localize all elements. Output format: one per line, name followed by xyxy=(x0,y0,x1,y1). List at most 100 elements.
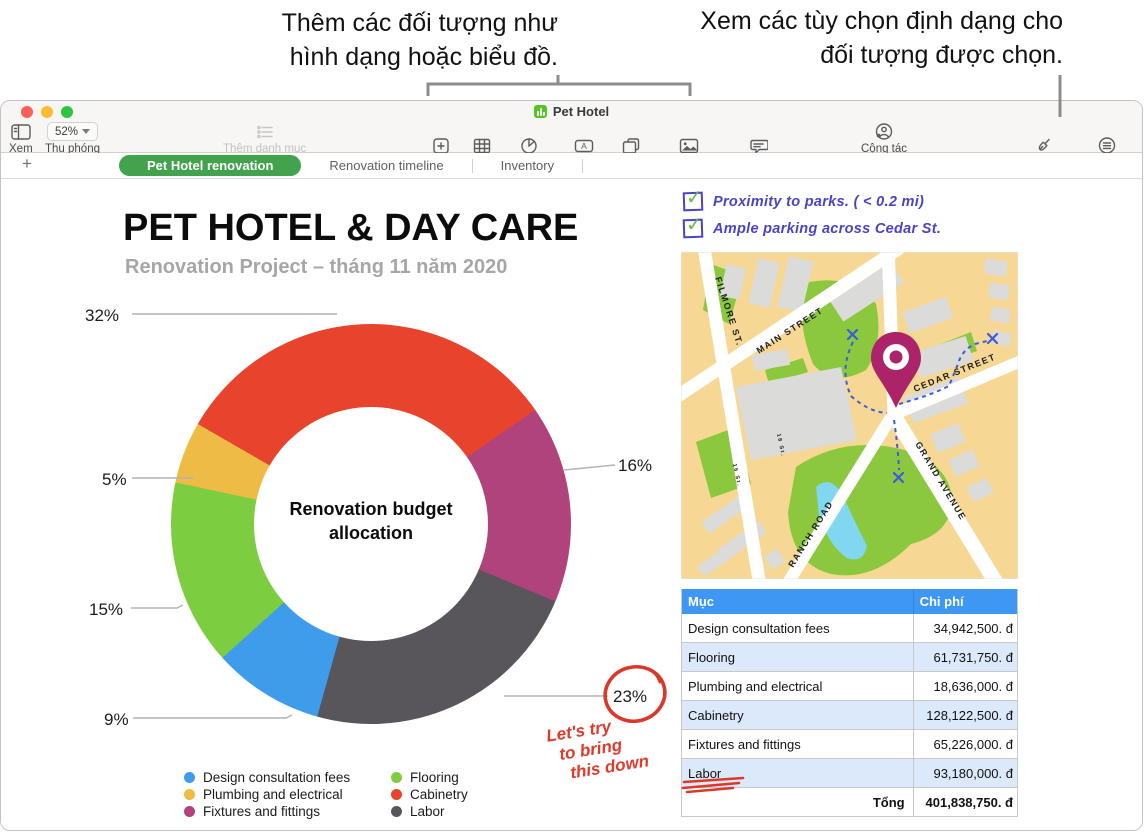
legend-label: Fixtures and fittings xyxy=(203,804,321,819)
organize-icon xyxy=(1097,133,1117,155)
table-cell-cost[interactable]: 34,942,500. đ xyxy=(933,620,1013,636)
table-row: Design consultation fees 34,942,500. đ xyxy=(682,614,1017,643)
legend-item: Fixtures and fittings xyxy=(184,803,350,820)
tab-pet-hotel-renovation[interactable]: Pet Hotel renovation xyxy=(119,155,302,176)
table-header-row: Mục Chi phí xyxy=(682,589,1017,614)
table-cell-item[interactable]: Labor xyxy=(682,759,914,787)
legend-item: Plumbing and electrical xyxy=(184,786,350,803)
legend-item: Design consultation fees xyxy=(184,769,350,786)
table-row: Cabinetry 128,122,500. đ xyxy=(682,701,1017,730)
sheet-subtitle[interactable]: Renovation Project – tháng 11 năm 2020 xyxy=(125,256,508,278)
zoom-control[interactable]: 52% Thu phóng xyxy=(45,119,100,155)
titlebar[interactable]: Pet Hotel xyxy=(1,101,1142,119)
numbers-app-icon xyxy=(533,105,547,118)
callout-format-options: Xem các tùy chọn định dạng cho đối tượng… xyxy=(600,4,1063,72)
map-pin-icon xyxy=(871,332,921,408)
sidebar-icon xyxy=(10,119,32,141)
legend-label: Flooring xyxy=(410,770,459,785)
sheet-title[interactable]: PET HOTEL & DAY CARE xyxy=(123,207,579,249)
list-icon xyxy=(255,119,275,141)
chevron-down-icon xyxy=(82,129,91,134)
comment-bubble-icon xyxy=(748,133,769,155)
legend-item: Cabinetry xyxy=(391,786,468,803)
legend-dot-icon xyxy=(391,789,402,800)
table-cell-cost[interactable]: 61,731,750. đ xyxy=(933,649,1013,665)
table-cell-cost[interactable]: 401,838,750. đ xyxy=(925,794,1013,810)
table-cell-item[interactable]: Cabinetry xyxy=(682,701,914,729)
table-row: Fixtures and fittings 65,226,000. đ xyxy=(682,730,1017,759)
legend-label: Cabinetry xyxy=(410,787,468,802)
street-label: 16 St. xyxy=(731,463,742,487)
pie-chart-icon xyxy=(519,133,539,155)
street-label: 18 St. xyxy=(775,433,786,457)
table-cell-item[interactable]: Tổng xyxy=(682,788,914,816)
cost-table[interactable]: Mục Chi phí Design consultation fees 34,942… xyxy=(681,589,1018,817)
callout-line: Thêm các đối tượng như xyxy=(281,9,558,37)
checklist-item: ✓ Ample parking across Cedar St. xyxy=(682,214,941,239)
table-row: Flooring 61,731,750. đ xyxy=(682,643,1017,672)
checkbox-checked-icon: ✓ xyxy=(682,187,704,212)
minimize-window-button[interactable] xyxy=(41,106,53,118)
chart-legend-column: Flooring Cabinetry Labor xyxy=(391,769,468,820)
legend-dot-icon xyxy=(391,772,402,783)
view-button[interactable]: Xem xyxy=(9,119,33,155)
tab-inventory[interactable]: Inventory xyxy=(500,158,555,173)
checklist-item: ✓ Proximity to parks. ( < 0.2 mi) xyxy=(682,187,924,212)
table-cell-item[interactable]: Flooring xyxy=(682,643,914,671)
legend-dot-icon xyxy=(391,806,402,817)
table-cell-item[interactable]: Plumbing and electrical xyxy=(682,672,914,700)
legend-label: Labor xyxy=(410,804,445,819)
numbers-window: Pet Hotel Xem 52% Thu phóng xyxy=(0,100,1143,831)
text-box-icon: A xyxy=(573,133,595,155)
slice-label-labor: 23% xyxy=(613,687,648,706)
slice-label-cabinetry: 32% xyxy=(85,306,120,325)
callout-line: hình dạng hoặc biểu đồ. xyxy=(289,43,558,71)
neighborhood-map[interactable]: FILMORE ST. MAIN STREET CEDAR STREET GRA… xyxy=(681,252,1018,579)
tab-separator xyxy=(582,158,584,173)
photo-icon xyxy=(678,133,700,155)
legend-label: Plumbing and electrical xyxy=(203,787,343,802)
slice-label-fixtures: 16% xyxy=(618,456,653,475)
sheet-tab-bar: + Pet Hotel renovation Renovation timeli… xyxy=(1,153,1142,179)
paintbrush-icon xyxy=(1034,133,1054,155)
table-cell-cost[interactable]: Chi phí xyxy=(919,594,964,609)
tab-separator xyxy=(471,158,473,173)
table-cell-cost[interactable]: 93,180,000. đ xyxy=(933,765,1013,781)
table-row: Plumbing and electrical 18,636,000. đ xyxy=(682,672,1017,701)
collaborate-person-icon xyxy=(874,119,894,141)
handwritten-red-note: Let's try to bring this down xyxy=(544,716,651,783)
slice-label-design: 9% xyxy=(104,710,129,729)
table-icon xyxy=(472,133,492,155)
slice-label-plumbing: 5% xyxy=(102,470,127,489)
insert-icon xyxy=(431,133,451,155)
callout-insert-objects: Thêm các đối tượng như hình dạng hoặc bi… xyxy=(150,6,558,74)
close-window-button[interactable] xyxy=(21,106,33,118)
add-sheet-button[interactable]: + xyxy=(22,154,32,173)
table-cell-item[interactable]: Design consultation fees xyxy=(682,614,914,642)
table-row: Labor 93,180,000. đ xyxy=(682,759,1017,788)
chart-center-label: Renovation budget allocation xyxy=(289,499,453,543)
slice-label-flooring: 15% xyxy=(89,600,124,619)
callout-line: Xem các tùy chọn định dạng cho xyxy=(700,7,1063,35)
tab-renovation-timeline[interactable]: Renovation timeline xyxy=(329,158,444,173)
legend-dot-icon xyxy=(184,789,195,800)
zoom-window-button[interactable] xyxy=(61,106,73,118)
table-cell-cost[interactable]: 18,636,000. đ xyxy=(933,678,1013,694)
table-cell-cost[interactable]: 128,122,500. đ xyxy=(926,707,1013,723)
table-cell-item[interactable]: Fixtures and fittings xyxy=(682,730,914,758)
legend-item: Flooring xyxy=(391,769,468,786)
collaborate-button[interactable]: Cộng tác xyxy=(861,119,907,155)
donut-chart[interactable] xyxy=(171,324,571,724)
table-cell-cost[interactable]: 65,226,000. đ xyxy=(933,736,1013,752)
window-title: Pet Hotel xyxy=(1,104,1142,119)
route-x-marks xyxy=(846,328,999,484)
shapes-icon xyxy=(621,133,641,155)
add-category-button: Thêm danh mục xyxy=(223,119,306,155)
table-cell-item[interactable]: Mục xyxy=(682,589,914,614)
callout-line: đối tượng được chọn. xyxy=(820,41,1063,69)
legend-label: Design consultation fees xyxy=(203,770,351,785)
sheet-canvas[interactable]: PET HOTEL & DAY CARE Renovation Project … xyxy=(1,179,1142,830)
zoom-level-button[interactable]: 52% xyxy=(46,122,99,141)
svg-text:A: A xyxy=(581,141,587,151)
